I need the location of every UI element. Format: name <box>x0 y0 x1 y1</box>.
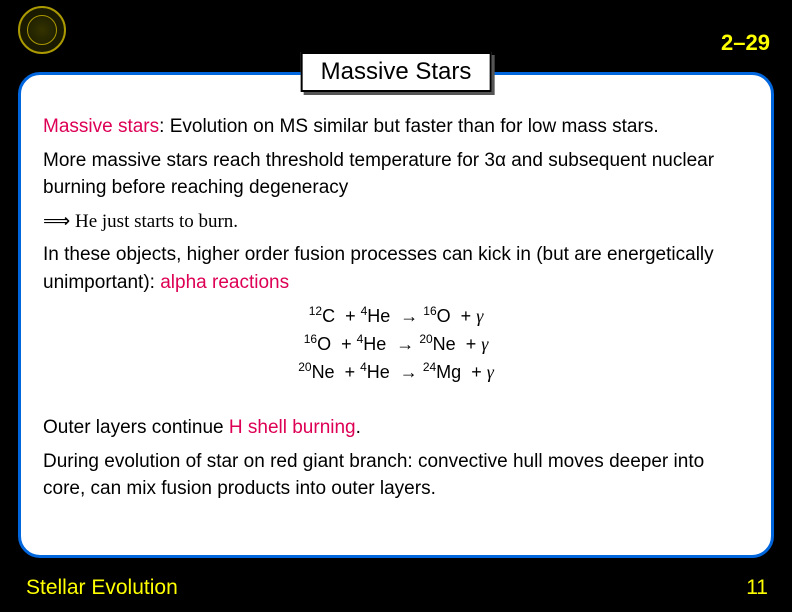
paragraph-4: In these objects, higher order fusion pr… <box>43 241 749 296</box>
p5-text-a: Outer layers continue <box>43 417 229 438</box>
p5-text-b: . <box>356 417 361 438</box>
seal-inner <box>27 15 57 45</box>
p4-text: In these objects, higher order fusion pr… <box>43 244 714 293</box>
highlight-h-shell-burning: H shell burning <box>229 417 356 438</box>
highlight-massive-stars: Massive stars <box>43 116 159 137</box>
paragraph-1: Massive stars: Evolution on MS similar b… <box>43 113 749 141</box>
slide-title: Massive Stars <box>301 52 492 92</box>
university-seal-logo <box>18 6 66 54</box>
equation-2: 16O + 4He → 20Ne + γ <box>43 330 749 358</box>
paragraph-2: More massive stars reach threshold tempe… <box>43 147 749 202</box>
alpha-reaction-equations: 12C + 4He → 16O + γ 16O + 4He → 20Ne + γ… <box>43 302 749 386</box>
highlight-alpha-reactions: alpha reactions <box>160 272 289 293</box>
paragraph-3: ⟹ He just starts to burn. <box>43 208 749 236</box>
footer-page-number: 11 <box>746 576 768 600</box>
p1-text: : Evolution on MS similar but faster tha… <box>159 116 658 137</box>
content-panel: Massive stars: Evolution on MS similar b… <box>18 72 774 558</box>
equation-3: 20Ne + 4He → 24Mg + γ <box>43 358 749 386</box>
paragraph-6: During evolution of star on red giant br… <box>43 448 749 503</box>
paragraph-5: Outer layers continue H shell burning. <box>43 414 749 442</box>
slide-number-top: 2–29 <box>721 30 770 56</box>
equation-1: 12C + 4He → 16O + γ <box>43 302 749 330</box>
footer-section-title: Stellar Evolution <box>26 576 178 600</box>
